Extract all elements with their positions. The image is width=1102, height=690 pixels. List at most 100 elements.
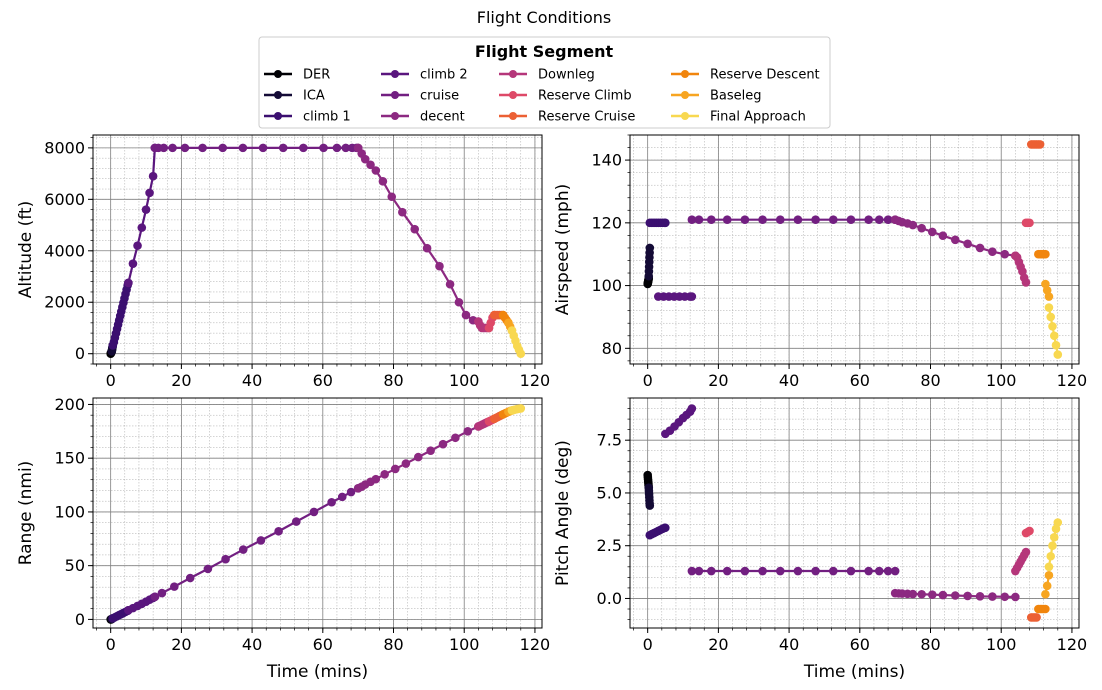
data-point: [1021, 547, 1031, 557]
data-point: [687, 215, 697, 224]
data-point: [661, 523, 670, 533]
data-point: [170, 582, 179, 591]
data-point: [148, 171, 158, 181]
y-axis-label: Range (nmi): [16, 461, 36, 566]
data-point: [694, 215, 704, 224]
x-tick-label: 0: [643, 635, 653, 654]
data-point: [185, 573, 195, 583]
x-tick-label: 60: [850, 371, 870, 390]
series-baseleg: [1041, 570, 1054, 599]
series-reserve-climb: [1021, 218, 1034, 228]
data-point: [1041, 589, 1050, 599]
data-point: [1041, 249, 1050, 259]
data-point: [378, 177, 388, 186]
x-tick-label: 40: [242, 371, 262, 390]
legend-marker: [509, 70, 517, 78]
y-tick-label: 80: [602, 339, 622, 358]
x-tick-label: 0: [106, 371, 116, 390]
data-point: [1025, 218, 1034, 228]
axes-frame: [629, 397, 1080, 629]
data-point: [422, 243, 432, 253]
x-tick-label: 20: [708, 635, 728, 654]
x-tick-label: 40: [779, 371, 799, 390]
series-downleg: [1011, 547, 1031, 576]
range-panel: 0 20 40 60 80 100 120 0 50 100 150 200 Range (nmi) Ti…: [16, 395, 550, 682]
series-climb-1: [108, 278, 133, 350]
data-point: [256, 536, 266, 545]
series-decent: [353, 143, 483, 326]
legend-marker: [391, 91, 399, 99]
data-point: [740, 566, 750, 576]
data-point: [451, 433, 460, 443]
series-reserve-cruise: [1026, 613, 1041, 622]
airspeed-panel: 0 20 40 60 80 100 120 80 100 120 140 Airspeed (mph): [553, 134, 1088, 390]
legend-marker: [391, 70, 399, 78]
data-point: [366, 160, 375, 170]
data-point: [137, 223, 147, 232]
data-point: [337, 492, 347, 502]
data-point: [1011, 592, 1020, 602]
data-point: [291, 517, 301, 526]
data-point: [687, 566, 697, 576]
data-point: [258, 143, 268, 153]
data-point: [1044, 562, 1054, 572]
series-decent: [890, 215, 1020, 261]
data-point: [426, 446, 435, 455]
data-point: [346, 487, 356, 497]
series-final-approach: [507, 404, 526, 415]
data-point: [874, 215, 884, 224]
y-tick-label: 120: [591, 213, 622, 232]
series-cruise: [150, 143, 363, 153]
grid: [93, 398, 542, 628]
series-reserve-cruise: [1026, 140, 1045, 149]
data-point: [398, 207, 407, 217]
axes-frame: [92, 134, 543, 365]
legend-label: DER: [303, 68, 330, 83]
data-point: [1044, 292, 1054, 301]
data-point: [445, 279, 455, 289]
data-point: [758, 215, 767, 224]
data-point: [758, 566, 767, 576]
legend-marker: [509, 91, 517, 99]
data-point: [1053, 518, 1063, 527]
data-point: [168, 143, 177, 153]
data-point: [687, 404, 697, 413]
x-tick-label: 40: [242, 635, 262, 654]
x-tick-label: 80: [920, 371, 940, 390]
data-point: [157, 588, 167, 598]
data-point: [221, 554, 230, 564]
ticks: 0 20 40 60 80 100 120 80 100 120 140: [591, 134, 1088, 390]
legend-item-cruise: cruise: [381, 89, 459, 104]
data-point: [124, 278, 133, 288]
data-point: [661, 218, 670, 228]
legend-label: climb 1: [303, 110, 351, 125]
legend-marker: [274, 91, 282, 99]
legend-marker: [391, 112, 399, 120]
x-tick-label: 120: [1057, 371, 1088, 390]
x-tick-label: 0: [106, 635, 116, 654]
y-tick-label: 8000: [44, 138, 85, 157]
data-point: [1049, 532, 1059, 542]
data-point: [975, 243, 985, 253]
legend-marker: [274, 70, 282, 78]
data-point: [908, 589, 918, 599]
data-point: [198, 143, 207, 153]
y-tick-label: 150: [54, 449, 85, 468]
altitude-panel: 0 20 40 60 80 100 120 0 2000 4000 6000 8000 Altitude…: [16, 134, 550, 390]
data-point: [159, 143, 169, 153]
x-tick-label: 0: [643, 371, 653, 390]
data-point: [1044, 303, 1054, 312]
legend-item-downleg: Downleg: [499, 68, 595, 83]
data-point: [128, 259, 138, 268]
legend: Flight Segment DER ICA climb 1 climb 2 cruis…: [258, 36, 831, 129]
y-tick-label: 0.0: [597, 589, 622, 608]
x-tick-label: 100: [986, 635, 1017, 654]
x-tick-label: 60: [313, 371, 333, 390]
plot-area: [643, 404, 1063, 622]
data-point: [793, 566, 803, 576]
legend-marker: [509, 112, 517, 120]
data-point: [150, 592, 160, 602]
series-baseleg: [1041, 279, 1054, 301]
plot-area: [106, 143, 526, 359]
